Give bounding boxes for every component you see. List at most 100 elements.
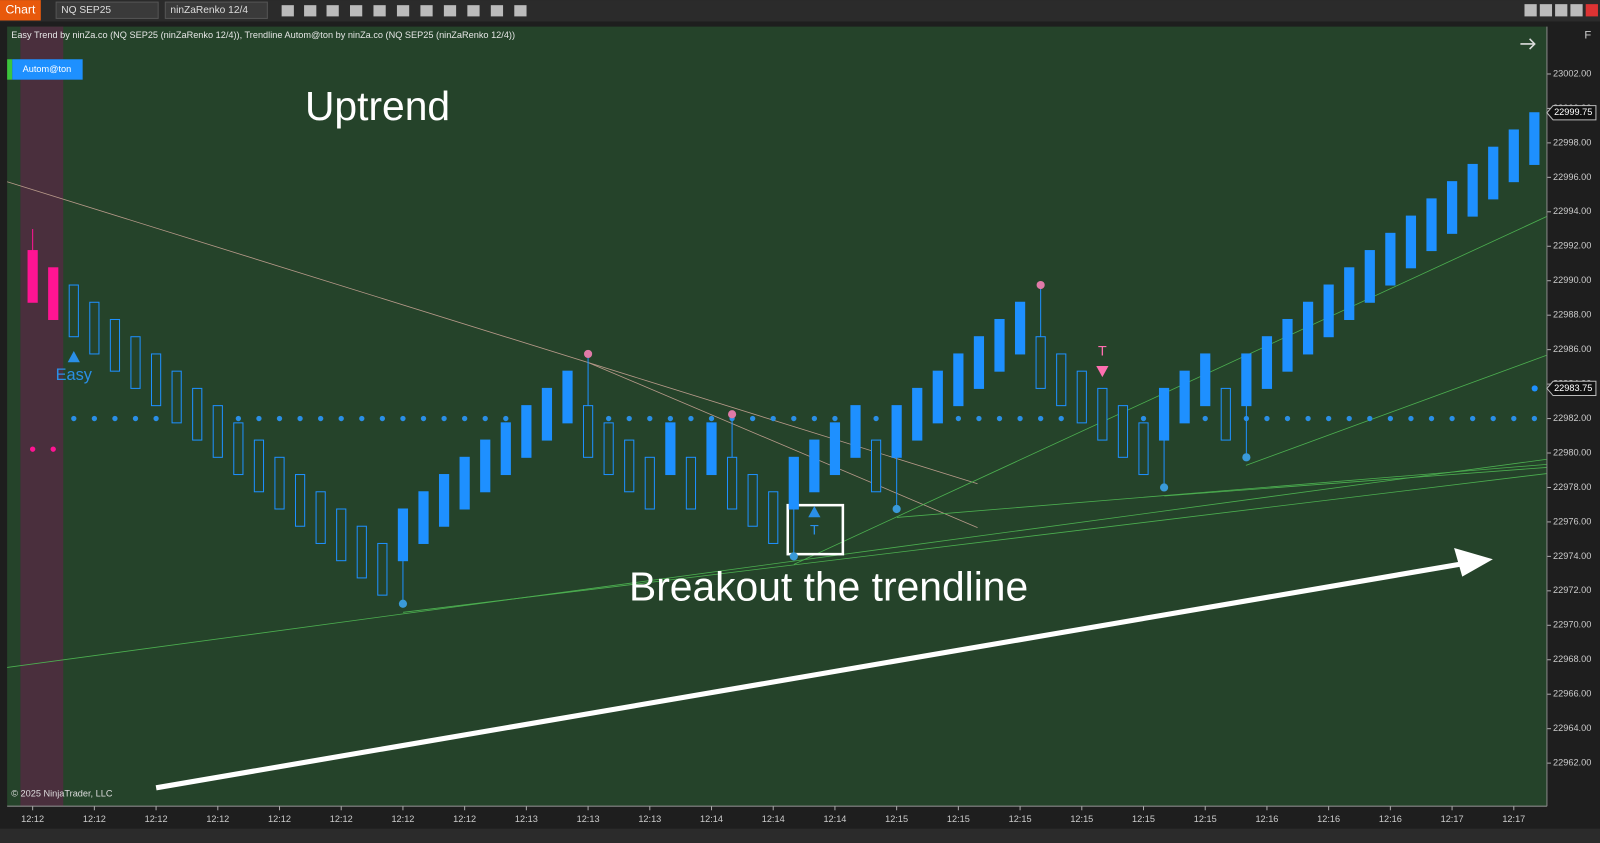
candle-body xyxy=(521,405,532,458)
icon[interactable] xyxy=(467,5,480,17)
x-tick-label: 12:14 xyxy=(823,814,846,824)
icon[interactable] xyxy=(490,5,504,17)
signal-arrow xyxy=(1096,365,1109,378)
swing-high xyxy=(584,349,593,359)
candle-body xyxy=(1467,163,1478,217)
candle-body xyxy=(685,456,697,510)
stop-dot xyxy=(750,415,756,422)
candle-body xyxy=(1097,387,1108,441)
candle-body xyxy=(377,542,388,596)
candle-body xyxy=(1200,353,1211,407)
window-button[interactable] xyxy=(1539,4,1553,17)
candle-body xyxy=(788,456,799,510)
y-tick-label: 22962.00 xyxy=(1553,758,1591,768)
stop-dot xyxy=(1449,415,1455,422)
window-button[interactable] xyxy=(1524,4,1537,17)
stop-dot xyxy=(1346,415,1352,422)
scroll-arrow[interactable] xyxy=(1520,38,1536,50)
y-tick-label: 23002.00 xyxy=(1553,68,1591,78)
y-tick-label: 22964.00 xyxy=(1553,723,1591,733)
candle-body xyxy=(48,267,59,320)
x-tick-label: 12:16 xyxy=(1317,814,1340,824)
stop-dot xyxy=(976,415,982,422)
stop-dot xyxy=(153,415,159,422)
candle-body xyxy=(665,422,676,476)
candle-body xyxy=(150,353,162,407)
candle-body xyxy=(1446,181,1458,234)
signal-label: Easy xyxy=(56,366,93,384)
trendline xyxy=(793,216,1548,565)
swing-low xyxy=(789,552,798,561)
y-tick-label: 22994.00 xyxy=(1553,206,1591,216)
y-tick-label: 22968.00 xyxy=(1553,654,1591,664)
x-tick-label: 12:12 xyxy=(453,814,476,824)
icon[interactable] xyxy=(396,5,410,17)
window-button[interactable] xyxy=(1570,4,1583,17)
icon[interactable] xyxy=(281,5,294,17)
candle-body xyxy=(582,405,594,458)
stop-dot xyxy=(1140,415,1147,422)
trendline xyxy=(1245,354,1548,466)
y-tick-label: 22990.00 xyxy=(1553,275,1591,285)
bar-type-select[interactable] xyxy=(164,1,268,19)
y-tick-label: 22986.00 xyxy=(1553,344,1591,354)
downtrend-dot xyxy=(50,446,56,452)
x-tick-label: 12:12 xyxy=(206,814,229,824)
window-button[interactable] xyxy=(1555,4,1568,17)
swing-low xyxy=(892,504,901,514)
stop-dot xyxy=(482,415,488,422)
candle-body xyxy=(459,456,470,510)
scrollbar[interactable] xyxy=(0,828,1600,843)
x-tick-label: 12:16 xyxy=(1255,814,1278,824)
icon[interactable] xyxy=(373,5,386,17)
stop-dot xyxy=(832,415,838,422)
icon[interactable] xyxy=(514,5,527,17)
x-tick-label: 12:13 xyxy=(577,814,600,824)
icon[interactable] xyxy=(443,5,457,17)
candle-body xyxy=(1385,232,1396,286)
instrument-select[interactable] xyxy=(55,1,159,19)
app-tab-label: Chart xyxy=(5,3,36,17)
x-tick-label: 12:17 xyxy=(1502,814,1525,824)
candle-body xyxy=(541,387,553,441)
button-accent xyxy=(7,59,13,80)
candle-body xyxy=(603,422,614,476)
stop-dot xyxy=(1326,415,1332,422)
y-tick-label: 22980.00 xyxy=(1553,447,1591,457)
y-tick-label: 22982.00 xyxy=(1553,413,1591,423)
candle-body xyxy=(212,405,223,458)
stop-dot xyxy=(626,415,632,422)
x-tick-label: 12:13 xyxy=(638,814,661,824)
automaton-button[interactable] xyxy=(12,59,83,80)
app-tab[interactable] xyxy=(0,0,41,21)
candle-body xyxy=(1138,422,1149,476)
candle-body xyxy=(89,301,100,355)
candle-body xyxy=(294,474,306,527)
icon[interactable] xyxy=(420,5,433,17)
x-tick-label: 12:12 xyxy=(330,814,353,824)
candle-body xyxy=(912,387,923,441)
y-tick-label: 22966.00 xyxy=(1553,689,1591,699)
stop-dot xyxy=(1017,415,1023,422)
stop-dot xyxy=(873,415,879,422)
y-tick-label: 22992.00 xyxy=(1553,241,1591,251)
x-tick-label: 12:15 xyxy=(1070,814,1093,824)
icon[interactable] xyxy=(326,5,339,17)
stop-dot xyxy=(297,415,303,422)
stop-dot xyxy=(1511,415,1517,422)
stop-dot xyxy=(1531,415,1538,422)
candle-body xyxy=(1344,267,1355,320)
close-button[interactable] xyxy=(1585,4,1598,17)
icon[interactable] xyxy=(304,5,317,17)
icon[interactable] xyxy=(350,5,363,17)
candle-body xyxy=(1508,129,1519,183)
candle-body xyxy=(1364,250,1375,303)
candle-body xyxy=(233,422,244,476)
candle-body xyxy=(829,422,841,476)
candle-body xyxy=(1488,146,1499,200)
stop-dot xyxy=(1470,415,1476,422)
candle-body xyxy=(1158,387,1170,441)
candle-body xyxy=(192,387,203,441)
indicator-header: Easy Trend by ninZa.co (NQ SEP25 (ninZaR… xyxy=(11,30,515,40)
candle-body xyxy=(336,508,347,562)
